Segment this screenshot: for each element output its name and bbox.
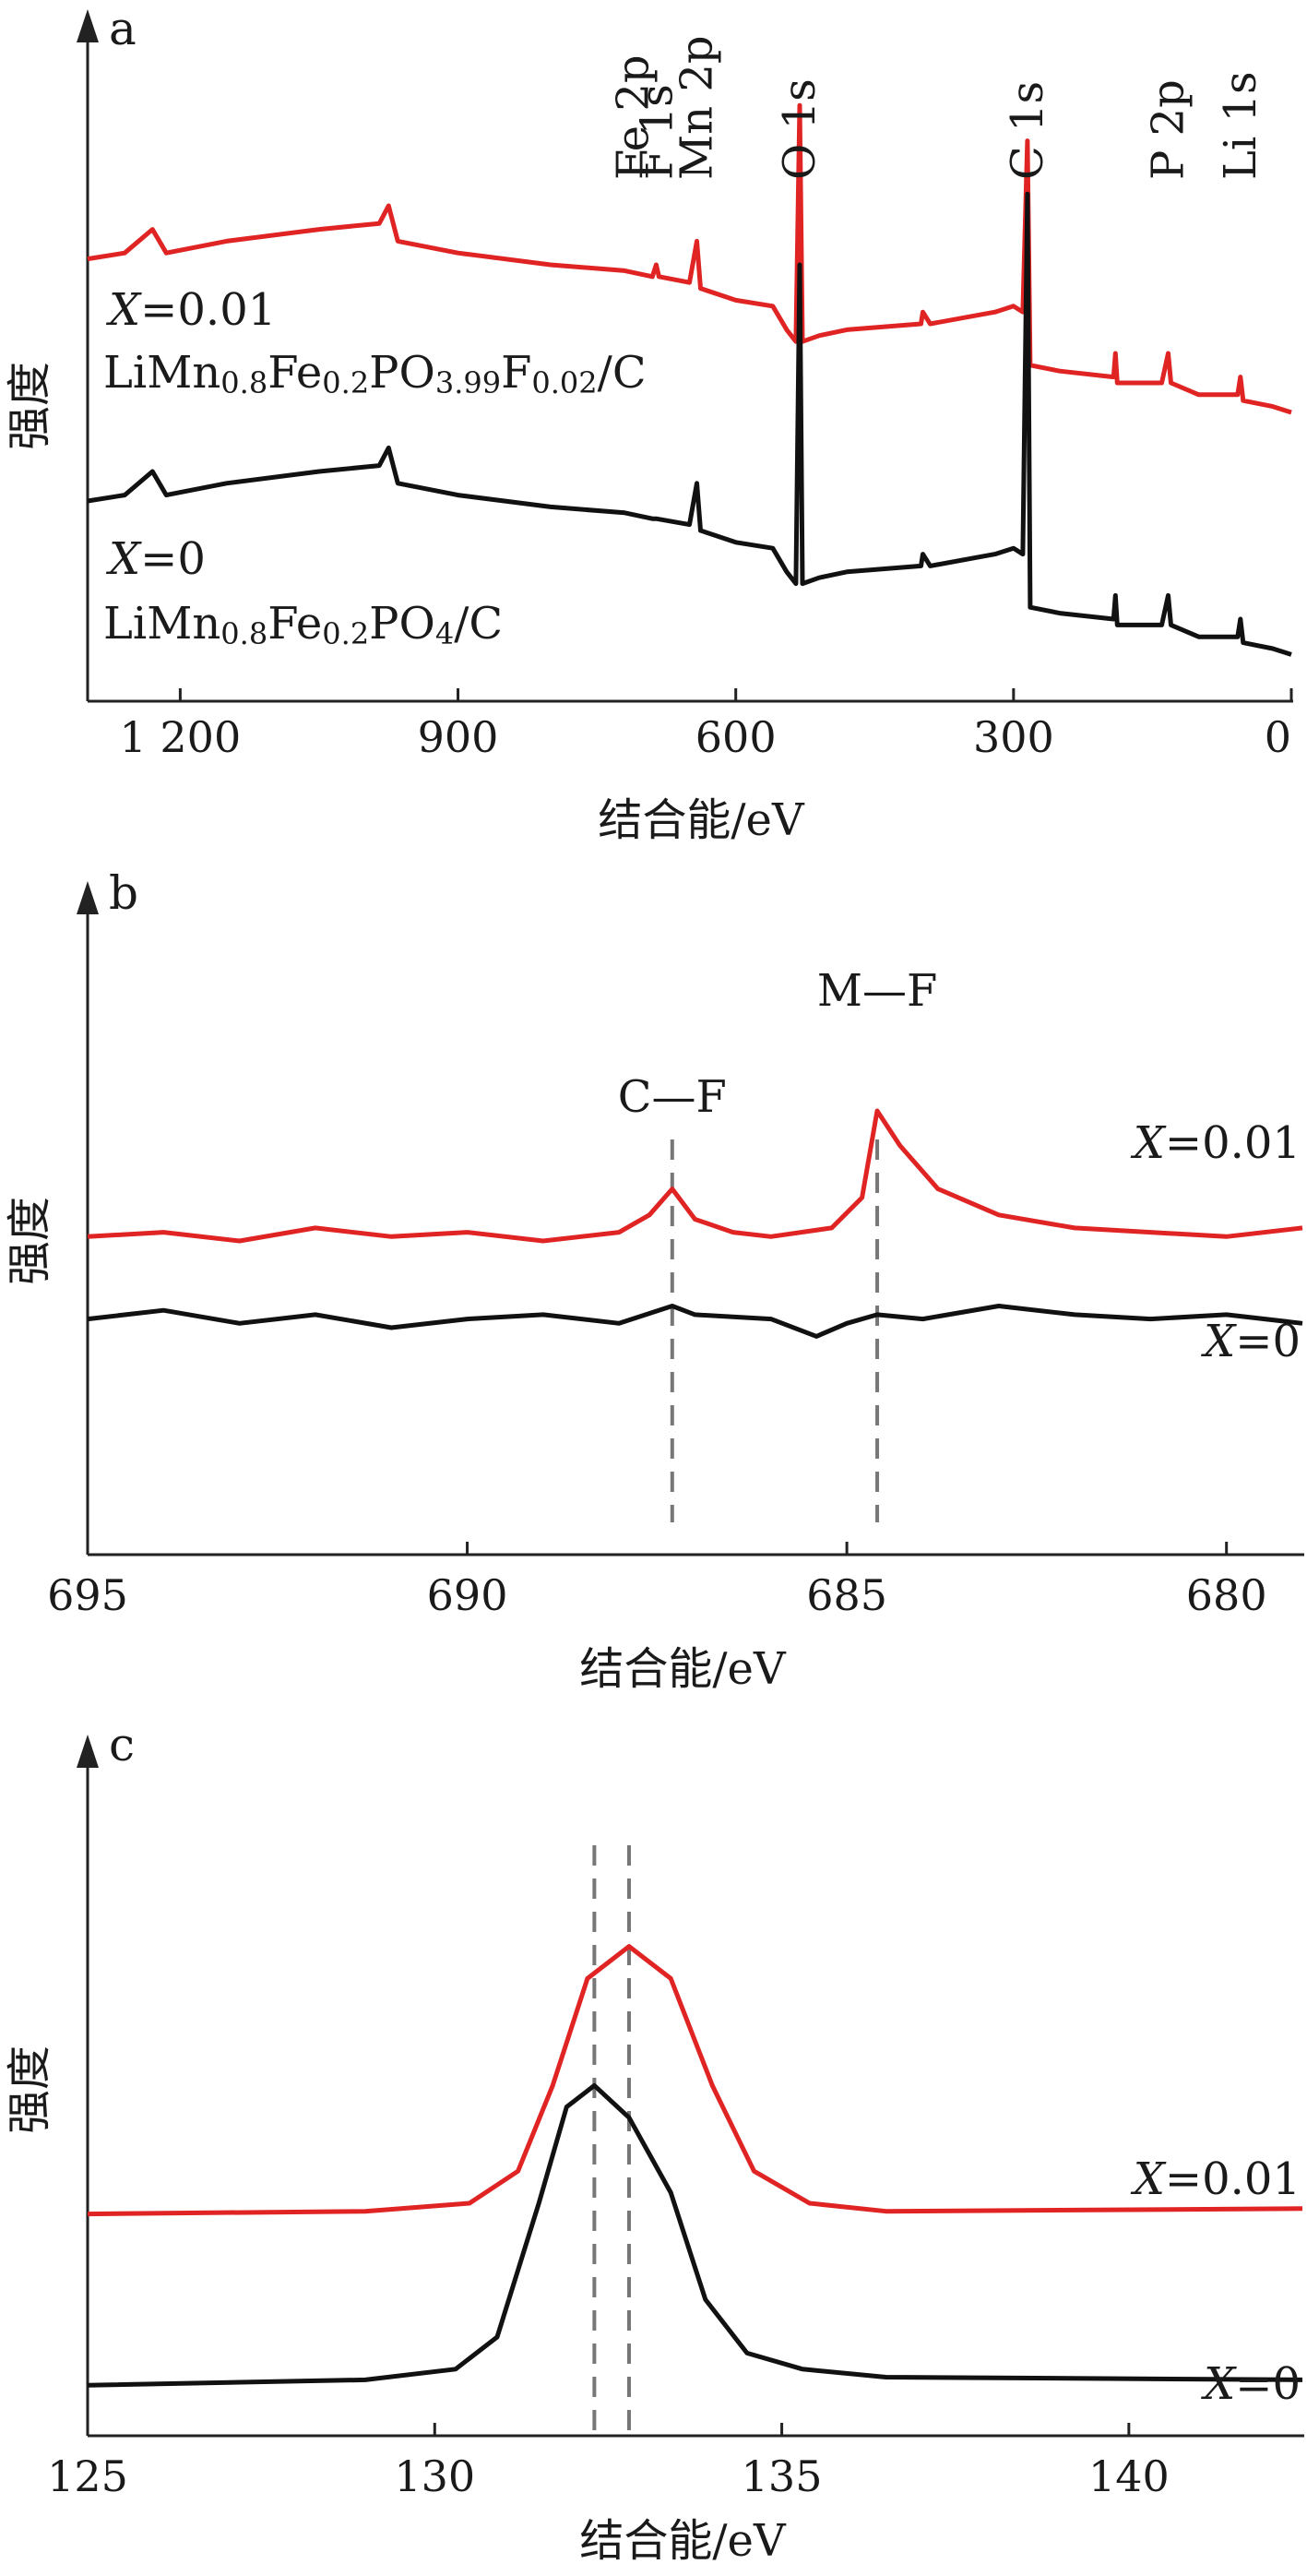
- peak-label: M—F: [817, 965, 937, 1017]
- svg-text:强度: 强度: [4, 362, 55, 450]
- series-line: [87, 2082, 1303, 2388]
- panel-b-ticks: 695 690 685 680: [47, 1542, 1267, 1620]
- x-tick-label: 0: [1265, 712, 1291, 762]
- panel-a-ylabel: 强度: [4, 362, 55, 450]
- peak-label: P 2p: [1142, 79, 1194, 180]
- svg-text:强度: 强度: [4, 1197, 55, 1285]
- series-label-x0-c: X=0: [1200, 2358, 1301, 2410]
- x-tick-label: 125: [47, 2451, 128, 2501]
- peak-label: F 1s: [631, 84, 683, 180]
- panel-c: c 强度 结合能/eV 125 130 135 140 X=0.01 X=0: [4, 1718, 1304, 2567]
- series-label-x0-b: X=0: [1200, 1316, 1301, 1367]
- series-label-x001-b: X=0.01: [1130, 1117, 1301, 1169]
- x-tick-label: 600: [695, 712, 777, 762]
- panel-c-letter: c: [109, 1718, 135, 1771]
- series-line: [87, 1944, 1303, 2217]
- x-tick-label: 140: [1088, 2451, 1170, 2501]
- peak-label: O 1s: [774, 78, 826, 180]
- panel-c-axes: [77, 1735, 1304, 2438]
- series-line: [87, 1108, 1303, 1244]
- y-axis-arrow: [77, 9, 99, 42]
- x-tick-label: 300: [973, 712, 1054, 762]
- x-tick-label: 695: [47, 1570, 128, 1620]
- series-label-x001-c: X=0.01: [1130, 2153, 1301, 2205]
- panel-c-series: [87, 1944, 1303, 2388]
- panel-b-ylabel: 强度: [4, 1197, 55, 1285]
- panel-a-letter: a: [109, 2, 137, 55]
- panel-c-ylabel: 强度: [4, 2045, 55, 2134]
- x-tick-label: 690: [427, 1570, 508, 1620]
- panel-b-letter: b: [109, 866, 138, 920]
- svg-text:强度: 强度: [4, 2045, 55, 2134]
- peak-label: C 1s: [1002, 81, 1053, 180]
- panel-b-guides: [670, 1139, 880, 1522]
- series-line: [87, 1304, 1303, 1339]
- x-tick-label: 900: [418, 712, 499, 762]
- panel-a-axes: [77, 9, 1293, 703]
- panel-a-xlabel: 结合能/eV: [598, 794, 805, 846]
- panel-a-series: [87, 102, 1292, 657]
- y-axis-arrow: [77, 881, 99, 914]
- panel-b-axes: [77, 881, 1304, 1556]
- y-axis-arrow: [77, 1735, 99, 1768]
- panel-b-series: [87, 1108, 1303, 1339]
- peak-label: Mn 2p: [671, 35, 723, 180]
- panel-b-xlabel: 结合能/eV: [579, 1643, 787, 1695]
- series-composition-x001: LiMn0.8Fe0.2PO3.99F0.02/C: [103, 347, 647, 400]
- x-tick-label: 685: [806, 1570, 887, 1620]
- panel-c-xlabel: 结合能/eV: [579, 2515, 787, 2567]
- panel-c-ticks: 125 130 135 140: [47, 2423, 1170, 2501]
- series-label-x0: X=0: [105, 533, 206, 585]
- peak-label: Li 1s: [1215, 71, 1266, 180]
- series-line: [87, 191, 1292, 657]
- panel-b: b 强度 结合能/eV 695 690 685 680 C—F M—F X=0.01 X…: [4, 866, 1304, 1695]
- series-label-x001: X=0.01: [105, 284, 276, 336]
- peak-label: C—F: [618, 1071, 727, 1123]
- panel-a: a 强度 结合能/eV 1 200 900 600 300 0 Fe 2pF 1sMn …: [4, 2, 1293, 846]
- x-tick-label: 135: [742, 2451, 823, 2501]
- panel-c-guides: [592, 1845, 632, 2431]
- x-tick-label: 680: [1186, 1570, 1267, 1620]
- panel-b-peak-labels: C—F M—F: [618, 965, 937, 1123]
- panel-a-ticks: 1 200 900 600 300 0: [120, 688, 1293, 762]
- x-tick-label: 130: [394, 2451, 475, 2501]
- x-tick-label: 1 200: [120, 712, 242, 762]
- peak-label: Fe 2p: [607, 54, 659, 180]
- series-composition-x0: LiMn0.8Fe0.2PO4/C: [103, 598, 503, 651]
